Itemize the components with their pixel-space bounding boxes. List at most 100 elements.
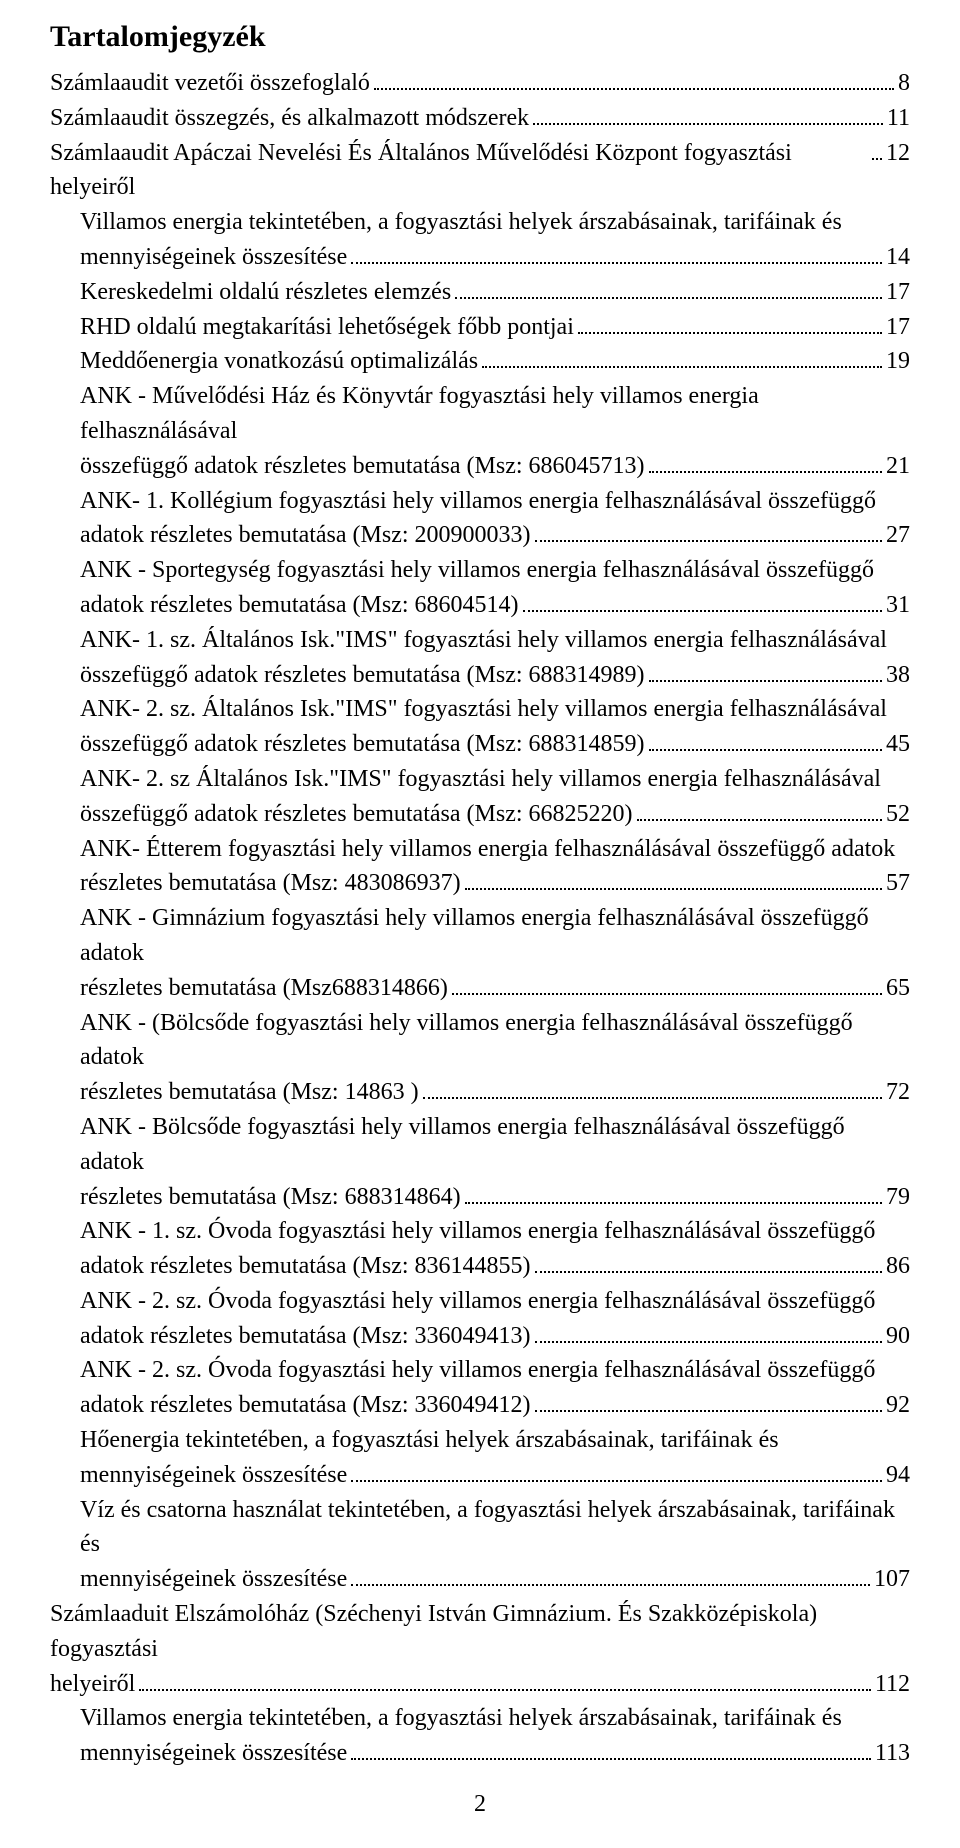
document-page: Tartalomjegyzék Számlaaudit vezetői össz…	[0, 0, 960, 1848]
toc-entry-tail: részletes bemutatása (Msz688314866)65	[80, 971, 910, 1006]
toc-entry-tail: helyeiről 112	[50, 1667, 910, 1702]
toc-entry-text: Számlaaudit Apáczai Nevelési És Általáno…	[50, 136, 868, 206]
toc-entry-text: Meddőenergia vonatkozású optimalizálás	[80, 344, 478, 379]
toc-entry-page: 19	[886, 344, 910, 379]
toc-entry-page: 90	[886, 1319, 910, 1354]
toc-entry-text: összefüggő adatok részletes bemutatása (…	[80, 727, 645, 762]
toc-entry-text: ANK- 2. sz. Általános Isk."IMS" fogyaszt…	[80, 692, 910, 727]
toc-entry-page: 14	[886, 240, 910, 275]
toc-entry-text: Villamos energia tekintetében, a fogyasz…	[80, 205, 910, 240]
toc-leader-dots	[535, 1250, 882, 1274]
toc-entry-tail: mennyiségeinek összesítése 14	[80, 240, 910, 275]
toc-entry-text: adatok részletes bemutatása (Msz: 686045…	[80, 588, 519, 623]
toc-entry-text: részletes bemutatása (Msz: 483086937)	[80, 866, 461, 901]
toc-entry-text: Számlaaudit összegzés, és alkalmazott mó…	[50, 101, 529, 136]
toc-leader-dots	[872, 136, 882, 160]
toc-entry: Víz és csatorna használat tekintetében, …	[50, 1493, 910, 1597]
toc-leader-dots	[523, 588, 882, 612]
toc-entry-tail: mennyiségeinek összesítése94	[80, 1458, 910, 1493]
toc-entry-text: ANK- 1. sz. Általános Isk."IMS" fogyaszt…	[80, 623, 910, 658]
toc-entry-tail: adatok részletes bemutatása (Msz: 686045…	[80, 588, 910, 623]
toc-entry-text: adatok részletes bemutatása (Msz: 836144…	[80, 1249, 531, 1284]
toc-entry: ANK - 2. sz. Óvoda fogyasztási hely vill…	[50, 1284, 910, 1354]
toc-leader-dots	[139, 1667, 871, 1691]
toc-entry: ANK - Gimnázium fogyasztási hely villamo…	[50, 901, 910, 1005]
toc-leader-dots	[452, 971, 882, 995]
toc-entry-page: 52	[886, 797, 910, 832]
toc-entry-text: Kereskedelmi oldalú részletes elemzés	[80, 275, 451, 310]
toc-entry-page: 79	[886, 1180, 910, 1215]
toc-entry: ANK- 1. sz. Általános Isk."IMS" fogyaszt…	[50, 623, 910, 693]
toc-entry: ANK- Étterem fogyasztási hely villamos e…	[50, 832, 910, 902]
toc-leader-dots	[351, 240, 882, 264]
toc-entry-tail: adatok részletes bemutatása (Msz: 836144…	[80, 1249, 910, 1284]
toc-entry-tail: összefüggő adatok részletes bemutatása (…	[80, 449, 910, 484]
toc-entry: RHD oldalú megtakarítási lehetőségek főb…	[50, 310, 910, 345]
toc-leader-dots	[637, 797, 882, 821]
toc-entry-text: helyeiről	[50, 1667, 135, 1702]
toc-entry-tail: részletes bemutatása (Msz: 14863 ) 72	[80, 1075, 910, 1110]
toc-entry-text: Hőenergia tekintetében, a fogyasztási he…	[80, 1423, 910, 1458]
toc-leader-dots	[578, 310, 882, 334]
toc-entry-page: 8	[898, 66, 910, 101]
toc-entry-text: Számlaaudit vezetői összefoglaló	[50, 66, 370, 101]
toc-entry-tail: adatok részletes bemutatása (Msz: 336049…	[80, 1388, 910, 1423]
toc-entry-page: 38	[886, 658, 910, 693]
toc-entry-page: 65	[886, 971, 910, 1006]
toc-entry-text: mennyiségeinek összesítése	[80, 240, 347, 275]
toc-entry-tail: részletes bemutatása (Msz: 688314864) 79	[80, 1180, 910, 1215]
toc-entry-text: összefüggő adatok részletes bemutatása (…	[80, 797, 633, 832]
toc-entry-text: ANK - 2. sz. Óvoda fogyasztási hely vill…	[80, 1284, 910, 1319]
toc-entry-text: részletes bemutatása (Msz: 14863 )	[80, 1075, 419, 1110]
toc-entry: ANK- 2. sz. Általános Isk."IMS" fogyaszt…	[50, 692, 910, 762]
toc-entry-tail: részletes bemutatása (Msz: 483086937)57	[80, 866, 910, 901]
toc-entry-page: 72	[886, 1075, 910, 1110]
toc-leader-dots	[535, 1389, 882, 1413]
toc-entry-tail: összefüggő adatok részletes bemutatása (…	[80, 727, 910, 762]
toc-leader-dots	[351, 1458, 882, 1482]
toc-entry-text: Villamos energia tekintetében, a fogyasz…	[80, 1701, 910, 1736]
toc-entry: ANK - Bölcsőde fogyasztási hely villamos…	[50, 1110, 910, 1214]
toc-entry: Meddőenergia vonatkozású optimalizálás 19	[50, 344, 910, 379]
toc-entry: Számlaaudit Apáczai Nevelési És Általáno…	[50, 136, 910, 206]
toc-entry: Villamos energia tekintetében, a fogyasz…	[50, 1701, 910, 1771]
toc-entry-text: összefüggő adatok részletes bemutatása (…	[80, 449, 645, 484]
toc-entry-text: mennyiségeinek összesítése	[80, 1458, 347, 1493]
toc-entry: ANK - 1. sz. Óvoda fogyasztási hely vill…	[50, 1214, 910, 1284]
toc-entry-page: 27	[886, 518, 910, 553]
toc-leader-dots	[533, 101, 883, 125]
toc-entry-text: ANK - Művelődési Ház és Könyvtár fogyasz…	[80, 379, 910, 449]
toc-entry-text: ANK - (Bölcsőde fogyasztási hely villamo…	[80, 1006, 910, 1076]
toc-leader-dots	[351, 1563, 870, 1587]
toc-entry-text: ANK- 1. Kollégium fogyasztási hely villa…	[80, 484, 910, 519]
toc-entry-page: 112	[875, 1667, 910, 1702]
toc-entry-text: ANK - 1. sz. Óvoda fogyasztási hely vill…	[80, 1214, 910, 1249]
toc-leader-dots	[374, 66, 894, 90]
toc-entry-page: 11	[887, 101, 910, 136]
toc-leader-dots	[649, 658, 882, 682]
toc-entry-text: ANK- Étterem fogyasztási hely villamos e…	[80, 832, 910, 867]
toc-entry-page: 31	[886, 588, 910, 623]
toc-entry-page: 12	[886, 136, 910, 171]
toc-entry-text: ANK- 2. sz Általános Isk."IMS" fogyasztá…	[80, 762, 910, 797]
toc-entry-page: 107	[874, 1562, 910, 1597]
toc-entry-page: 45	[886, 727, 910, 762]
toc-entry-text: ANK - Sportegység fogyasztási hely villa…	[80, 553, 910, 588]
toc-entry: ANK - Művelődési Ház és Könyvtár fogyasz…	[50, 379, 910, 483]
toc-entry-text: ANK - Gimnázium fogyasztási hely villamo…	[80, 901, 910, 971]
toc-leader-dots	[649, 449, 882, 473]
toc-entry-text: részletes bemutatása (Msz: 688314864)	[80, 1180, 461, 1215]
toc-entry-tail: összefüggő adatok részletes bemutatása (…	[80, 658, 910, 693]
toc-leader-dots	[482, 345, 882, 369]
toc-entry-text: RHD oldalú megtakarítási lehetőségek főb…	[80, 310, 574, 345]
toc-entry-page: 21	[886, 449, 910, 484]
toc-entry: ANK - (Bölcsőde fogyasztási hely villamo…	[50, 1006, 910, 1110]
toc-entry-tail: mennyiségeinek összesítése113	[80, 1736, 910, 1771]
toc-entry-tail: összefüggő adatok részletes bemutatása (…	[80, 797, 910, 832]
page-title: Tartalomjegyzék	[50, 20, 910, 54]
toc-entry-text: mennyiségeinek összesítése	[80, 1562, 347, 1597]
toc-entry-text: ANK - 2. sz. Óvoda fogyasztási hely vill…	[80, 1353, 910, 1388]
toc-entry-text: Víz és csatorna használat tekintetében, …	[80, 1493, 910, 1563]
toc-entry-page: 17	[886, 275, 910, 310]
toc-leader-dots	[465, 867, 882, 891]
